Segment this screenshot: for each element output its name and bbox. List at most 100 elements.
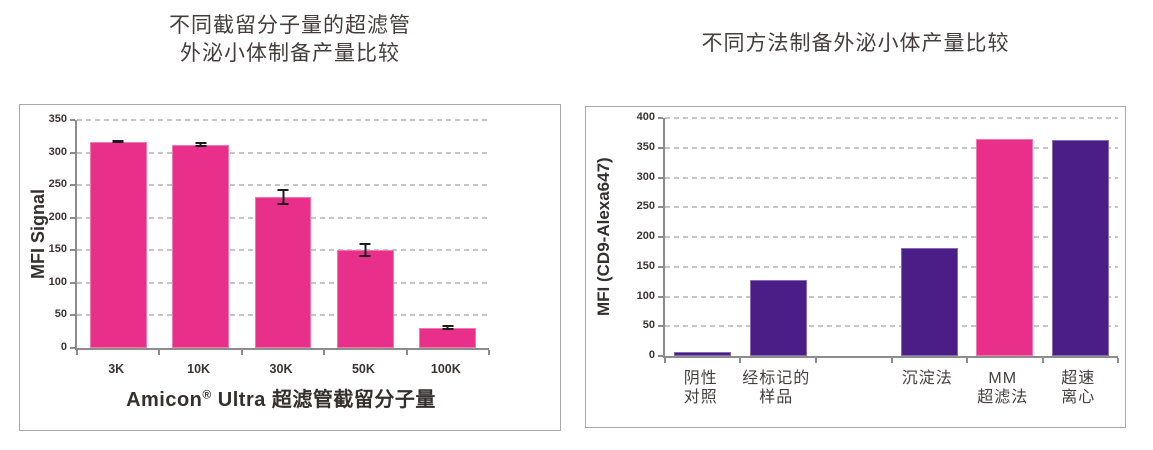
y-tick-mark-350 xyxy=(658,146,663,149)
category-label-10K: 10K xyxy=(157,354,239,376)
category-label-MM超滤法: MM 超滤法 xyxy=(965,363,1041,407)
category-label-沉淀法: 沉淀法 xyxy=(890,363,966,407)
category-label-超速离心: 超速 离心 xyxy=(1041,363,1117,407)
x-tick-mark-4 xyxy=(965,358,968,363)
bar-slot xyxy=(77,120,159,348)
right-chart-title-line1: 不同方法制备外泌小体产量比较 xyxy=(701,32,1010,55)
y-tick-mark-0 xyxy=(70,347,75,349)
y-tick-mark-50 xyxy=(658,325,663,328)
bar-slot xyxy=(159,120,241,348)
registered-trademark-symbol: ® xyxy=(202,387,212,402)
y-tick-mark-150 xyxy=(70,249,75,252)
y-tick-label-100: 100 xyxy=(48,275,67,288)
y-tick-label-300: 300 xyxy=(48,145,67,158)
bar-slot xyxy=(741,118,817,356)
x-tick-mark-5 xyxy=(488,350,490,355)
y-tick-label-50: 50 xyxy=(642,319,655,332)
bar-3K xyxy=(89,140,147,348)
bar-30K xyxy=(254,189,312,348)
bar-MM超滤法 xyxy=(976,138,1034,356)
y-tick-label-0: 0 xyxy=(60,341,67,353)
category-label-line: 10K xyxy=(187,362,211,376)
y-tick-label-200: 200 xyxy=(636,230,655,242)
category-label-line: 沉淀法 xyxy=(901,370,953,387)
y-tick-label-150: 150 xyxy=(636,259,655,272)
bar-slot xyxy=(242,120,324,348)
xlabel-brand-text: Amicon xyxy=(126,389,203,411)
left-chart-panel: MFI Signal 0 50 100 150 200 250 300 350 3K 10K 30… xyxy=(19,104,561,431)
category-label-line: 超速 xyxy=(1061,370,1096,387)
category-label-经标记的样品: 经标记的 样品 xyxy=(739,363,815,407)
bar-slot xyxy=(665,118,741,356)
y-tick-mark-0 xyxy=(658,355,663,357)
y-tick-mark-250 xyxy=(658,206,663,209)
gridline-400 xyxy=(665,117,1118,119)
left-chart-title: 不同截留分子量的超滤管 外泌小体制备产量比较 xyxy=(19,12,561,68)
y-tick-label-0: 0 xyxy=(648,349,655,361)
error-bar-30K xyxy=(277,189,289,205)
empty-slot xyxy=(816,118,892,356)
x-tick-mark-2 xyxy=(240,350,243,355)
left-chart-title-line2: 外泌小体制备产量比较 xyxy=(180,42,400,65)
bar-slot xyxy=(967,118,1043,356)
gridline-150 xyxy=(665,265,1118,268)
y-tick-mark-100 xyxy=(658,295,663,298)
category-label-line: 经标记的 xyxy=(742,370,811,387)
error-bar-10K xyxy=(195,142,207,148)
error-bar-stem xyxy=(364,243,367,258)
error-bar-stem xyxy=(199,142,202,148)
error-bar-3K xyxy=(112,140,124,143)
gridline-100 xyxy=(665,295,1118,298)
bars-container xyxy=(665,118,1118,356)
left-plot-area: 0 50 100 150 200 250 300 350 xyxy=(49,113,490,355)
category-label-line: 对照 xyxy=(683,389,718,406)
x-tick-mark-6 xyxy=(1117,358,1119,363)
y-tick-mark-100 xyxy=(70,281,75,284)
y-tick-label-350: 350 xyxy=(636,140,655,153)
category-label-line: 3K xyxy=(108,362,125,376)
bar-超速离心 xyxy=(1051,140,1109,356)
category-label-line: 超滤法 xyxy=(977,389,1029,406)
category-label-3K: 3K xyxy=(75,354,157,376)
x-tick-mark-4 xyxy=(405,350,408,355)
right-category-labels: 阴性对照 经标记的样品 沉淀法 MM 超滤法 超速 离心 xyxy=(663,363,1116,407)
category-label-30K: 30K xyxy=(240,354,322,376)
category-label-line: 50K xyxy=(351,362,375,376)
y-tick-mark-200 xyxy=(658,236,663,238)
error-bar-50K xyxy=(359,243,371,258)
bar-slot xyxy=(324,120,406,348)
y-tick-label-50: 50 xyxy=(54,308,67,321)
right-chart-title: 不同方法制备外泌小体产量比较 xyxy=(585,30,1126,58)
right-plot-area: 0 50 100 150 200 250 300 350 400 xyxy=(637,111,1119,363)
y-tick-label-100: 100 xyxy=(636,289,655,302)
category-label-line: 30K xyxy=(269,362,293,376)
bar-沉淀法 xyxy=(900,247,958,356)
bar-slot xyxy=(1043,118,1119,356)
category-label-line: MM xyxy=(988,370,1018,387)
gridline-200 xyxy=(665,236,1118,238)
category-label-100K: 100K xyxy=(405,354,487,376)
left-x-axis-label: Amicon® Ultra 超滤管截留分子量 xyxy=(75,383,487,412)
y-tick-label-250: 250 xyxy=(48,178,67,191)
gridline-350 xyxy=(77,119,489,121)
y-tick-label-300: 300 xyxy=(636,170,655,183)
bar-阴性对照 xyxy=(674,351,732,356)
category-label-line: 样品 xyxy=(759,389,794,406)
xlabel-rest-text: Ultra 超滤管截留分子量 xyxy=(211,389,436,411)
y-tick-mark-150 xyxy=(658,265,663,268)
x-tick-mark-0 xyxy=(664,358,666,363)
gridline-350 xyxy=(665,146,1118,149)
right-chart-panel: MFI (CD9-Alexa647) 0 50 100 150 200 250 300 350… xyxy=(585,106,1126,428)
gridline-250 xyxy=(77,184,489,187)
category-label-line: 阴性 xyxy=(683,370,718,387)
y-tick-mark-400 xyxy=(658,117,663,119)
bar-slot xyxy=(407,120,489,348)
x-tick-mark-2 xyxy=(814,358,817,363)
bars-container xyxy=(77,120,489,348)
x-tick-mark-3 xyxy=(890,358,893,363)
x-tick-mark-3 xyxy=(323,350,326,355)
y-tick-mark-300 xyxy=(658,176,663,179)
y-tick-mark-200 xyxy=(70,216,75,219)
error-bar-cap-bottom xyxy=(112,140,124,143)
x-tick-mark-0 xyxy=(76,350,78,355)
